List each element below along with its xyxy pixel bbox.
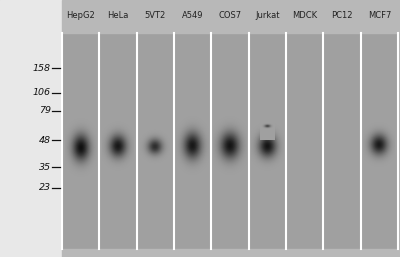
Text: HeLa: HeLa [107,11,129,20]
Text: COS7: COS7 [218,11,242,20]
Text: 158: 158 [33,63,51,73]
Bar [62,33,398,249]
Text: 5VT2: 5VT2 [145,11,166,20]
Bar [62,249,398,257]
Text: Jurkat: Jurkat [255,11,280,20]
Text: 35: 35 [39,162,51,172]
Bar [0,0,62,257]
Text: PC12: PC12 [331,11,353,20]
Bar [62,0,398,33]
Text: HepG2: HepG2 [66,11,95,20]
Text: 48: 48 [39,135,51,145]
Text: MDCK: MDCK [292,11,317,20]
Text: A549: A549 [182,11,204,20]
Text: 23: 23 [39,183,51,192]
Text: MCF7: MCF7 [368,11,391,20]
Text: 79: 79 [39,106,51,115]
Text: 106: 106 [33,88,51,97]
